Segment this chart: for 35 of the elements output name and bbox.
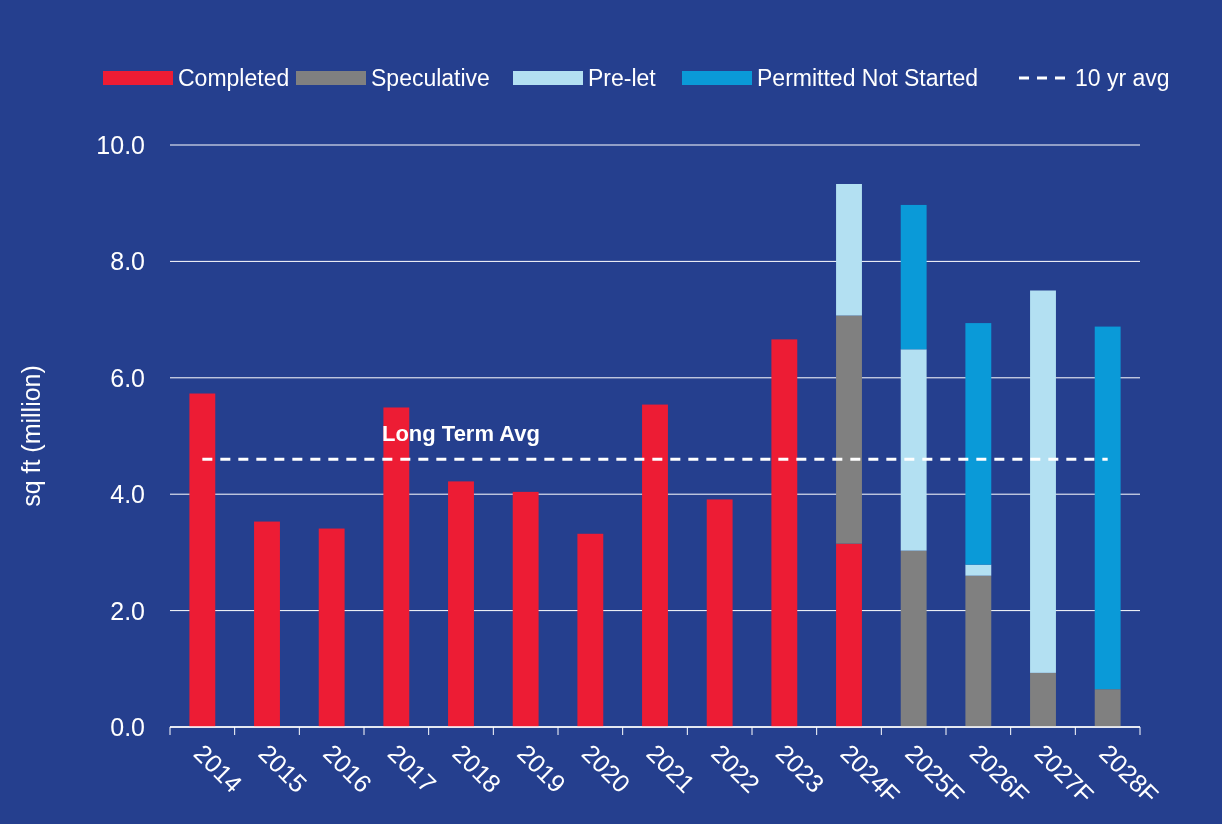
- bar: [1094, 689, 1121, 727]
- legend-label: Completed: [178, 65, 290, 91]
- legend-label: Speculative: [371, 65, 490, 91]
- bar: [254, 521, 280, 727]
- bar: [965, 564, 992, 576]
- bar: [189, 393, 216, 727]
- bar: [642, 404, 668, 727]
- bar: [900, 349, 927, 551]
- legend-label: Permitted Not Started: [757, 65, 979, 91]
- bar: [900, 550, 927, 727]
- legend-label: 10 yr avg: [1075, 65, 1170, 91]
- bar: [1030, 672, 1056, 727]
- bar: [448, 481, 474, 727]
- bar: [836, 315, 862, 544]
- bar: [1094, 326, 1121, 690]
- bar: [965, 575, 992, 727]
- bar: [836, 543, 862, 727]
- bar: [1030, 290, 1056, 673]
- bar: [836, 183, 862, 316]
- y-axis-title: sq ft (million): [17, 365, 45, 507]
- bar: [577, 533, 604, 727]
- y-tick-label: 8.0: [110, 247, 145, 276]
- y-tick-label: 2.0: [110, 596, 145, 625]
- y-tick-label: 6.0: [110, 363, 145, 392]
- annotation: Long Term Avg: [381, 421, 541, 447]
- bar: [771, 339, 798, 727]
- y-tick-label: 0.0: [110, 713, 145, 741]
- bar: [965, 323, 992, 565]
- bar: [512, 491, 539, 727]
- y-tick-label: 4.0: [110, 480, 145, 509]
- bar: [318, 528, 345, 727]
- bar: [706, 499, 733, 727]
- legend-label: Pre-let: [588, 65, 657, 91]
- y-tick-label: 10.0: [96, 131, 145, 159]
- bar: [900, 204, 927, 350]
